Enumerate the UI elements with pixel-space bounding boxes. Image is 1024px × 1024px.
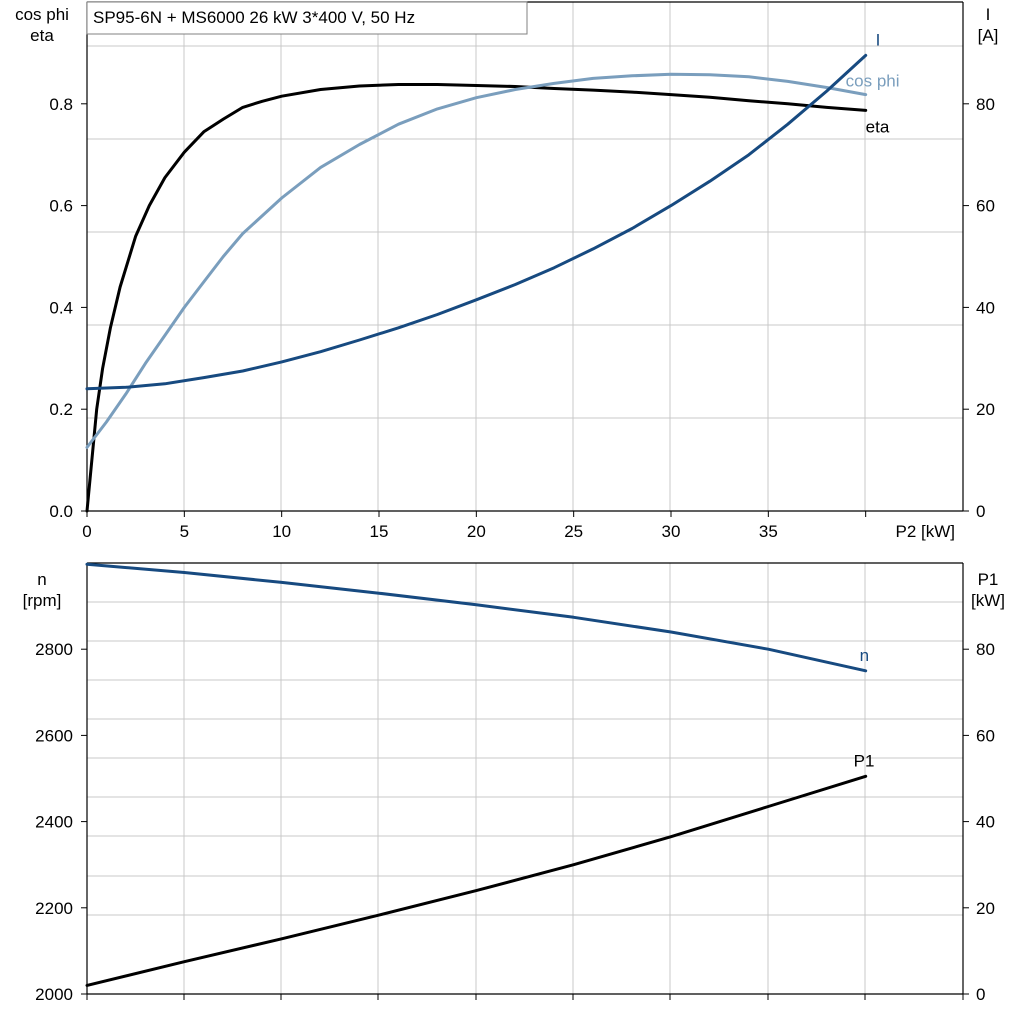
series-line-cos-phi — [85, 72, 868, 449]
grid — [87, 2, 963, 511]
x-tick-label: 30 — [662, 522, 681, 541]
right-axis-label: P1 — [978, 570, 999, 589]
left-axis-label: cos phi — [15, 5, 69, 24]
series-label-eta: eta — [866, 117, 890, 136]
right-tick-label: 80 — [976, 95, 995, 114]
left-tick-label: 0.8 — [49, 95, 73, 114]
right-tick-label: 20 — [976, 400, 995, 419]
x-tick-label: 15 — [370, 522, 389, 541]
left-axis-label: [rpm] — [23, 591, 62, 610]
right-axis-label: [kW] — [971, 591, 1005, 610]
title-box: SP95-6N + MS6000 26 kW 3*400 V, 50 Hz — [86, 1, 528, 35]
right-axis-label: I — [986, 5, 991, 24]
series-label-n: n — [860, 646, 869, 665]
left-tick-label: 0.2 — [49, 400, 73, 419]
right-tick-label: 60 — [976, 726, 995, 745]
left-tick-label: 2200 — [35, 899, 73, 918]
x-tick-label: 10 — [272, 522, 291, 541]
series-line-p1 — [85, 774, 868, 987]
chart-title: SP95-6N + MS6000 26 kW 3*400 V, 50 Hz — [93, 8, 415, 27]
left-tick-label: 2800 — [35, 640, 73, 659]
right-tick-label: 0 — [976, 985, 985, 1004]
series-line-n — [85, 562, 868, 673]
left-tick-label: 0.4 — [49, 298, 73, 317]
right-tick-label: 0 — [976, 502, 985, 521]
right-tick-label: 40 — [976, 298, 995, 317]
left-axis-label: n — [37, 570, 46, 589]
x-tick-label: 35 — [759, 522, 778, 541]
series-line-i — [85, 53, 868, 391]
series-label-i: I — [876, 30, 881, 49]
right-tick-label: 40 — [976, 813, 995, 832]
right-axis-label: [A] — [978, 26, 999, 45]
right-tick-label: 60 — [976, 197, 995, 216]
left-axis-label: eta — [30, 26, 54, 45]
x-tick-label: 5 — [180, 522, 189, 541]
right-tick-label: 80 — [976, 640, 995, 659]
right-tick-label: 20 — [976, 899, 995, 918]
bottom-plot: 2000 2200 2400 2600 2800 0 20 40 60 80 n [rpm] P1 [kW… — [23, 562, 1005, 1004]
series-line-eta — [85, 83, 868, 513]
left-tick-label: 0.6 — [49, 197, 73, 216]
grid — [87, 563, 963, 994]
top-plot: 0.0 0.2 0.4 0.6 0.8 0 20 40 60 80 0 5 10 15 20 25 30 35 P2… — [15, 1, 999, 541]
x-tick-label: 0 — [82, 522, 91, 541]
x-tick-label: 25 — [564, 522, 583, 541]
left-tick-label: 2400 — [35, 813, 73, 832]
series-label-cos-phi: cos phi — [846, 72, 900, 91]
left-tick-label: 2600 — [35, 726, 73, 745]
left-tick-label: 2000 — [35, 985, 73, 1004]
x-axis-label: P2 [kW] — [895, 522, 955, 541]
x-tick-label: 20 — [467, 522, 486, 541]
series-label-p1: P1 — [854, 751, 875, 770]
left-tick-label: 0.0 — [49, 502, 73, 521]
